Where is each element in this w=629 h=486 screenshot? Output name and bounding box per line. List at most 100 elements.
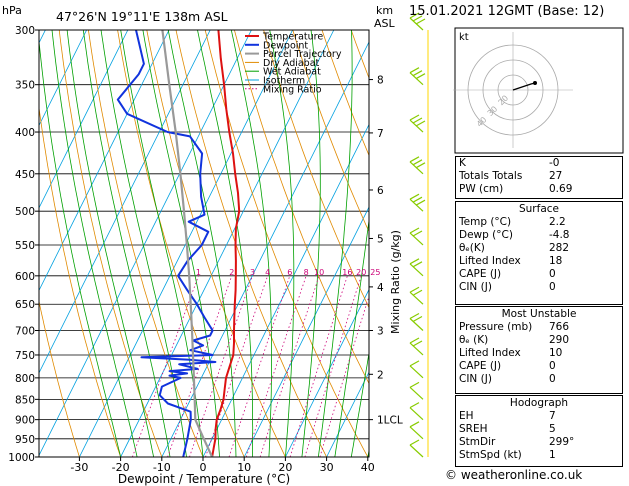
hodograph-stat-value: 1	[549, 449, 556, 461]
temperature-tick-label: -20	[112, 461, 130, 474]
plot-frame	[38, 29, 370, 458]
wet-adiabat-line	[39, 37, 121, 457]
series-parcel-trajectory	[161, 30, 214, 457]
surface-title: Surface	[518, 203, 559, 215]
surface-value: 0	[549, 268, 556, 280]
dry-adiabat-line	[88, 30, 204, 457]
dry-adiabat-line	[292, 30, 369, 233]
wet-adiabat-line	[51, 30, 138, 457]
isotherm-line	[39, 30, 252, 457]
wind-barb	[409, 156, 426, 175]
wind-barb-flag	[412, 159, 423, 166]
wind-barb-staff	[409, 342, 424, 356]
wet-adiabat-line	[197, 30, 254, 457]
wind-barb-flag	[409, 193, 420, 200]
surface-label: Dewp (°C)	[459, 229, 513, 241]
pressure-unit: hPa	[2, 4, 22, 17]
legend-entry: Dry Adiabat	[263, 58, 320, 69]
legend-entry: Mixing Ratio	[263, 84, 322, 95]
wind-barb-flag	[415, 162, 426, 169]
wind-barb-staff	[409, 426, 424, 440]
wind-barb	[409, 421, 424, 440]
wet-adiabat-line	[269, 30, 295, 457]
index-row: K -0	[456, 157, 622, 170]
most-unstable-table: Most Unstable Pressure (mb) 766 θₑ (K) 290 L…	[455, 306, 623, 394]
pressure-tick-label: 650	[15, 299, 35, 311]
mixing-ratio-label: 10	[314, 268, 324, 277]
km-tick-label: 4	[377, 282, 384, 294]
wind-barb-staff	[409, 444, 424, 458]
hodograph-stat-value: 299°	[549, 436, 575, 448]
mixing-ratio-line	[304, 275, 362, 457]
wind-barb-flag	[415, 199, 426, 206]
mixing-ratio-label: 25	[370, 268, 380, 277]
surface-row: Temp (°C) 2.2	[456, 216, 622, 229]
wind-barb	[409, 67, 426, 86]
wind-barb-flag	[412, 70, 423, 77]
pressure-tick-label: 350	[15, 80, 35, 92]
indices-rows: K -0 Totals Totals 27 PW (cm) 0.69	[456, 157, 622, 196]
most-unstable-label: CIN (J)	[459, 373, 492, 385]
most-unstable-value: 290	[549, 334, 570, 346]
wind-barb-flag	[409, 156, 420, 163]
temperature-tick-label: 30	[320, 461, 334, 474]
most-unstable-row: Pressure (mb) 766	[456, 321, 622, 334]
index-value: 27	[549, 170, 563, 182]
wind-barb-flag	[409, 360, 420, 367]
hodograph-stat-label: EH	[459, 410, 474, 422]
surface-row: CAPE (J) 0	[456, 268, 622, 281]
isotherm-line	[285, 288, 369, 457]
wind-barb-flag	[412, 261, 423, 268]
isotherm-line	[161, 41, 369, 457]
wind-barb-flag	[412, 117, 423, 124]
km-tick-label: 2	[377, 369, 384, 381]
hodograph-trace	[512, 82, 536, 91]
surface-value: 18	[549, 255, 563, 267]
wet-adiabat-line	[120, 30, 204, 457]
most-unstable-value: 0	[549, 360, 556, 372]
wind-barb	[409, 381, 424, 400]
wind-barb-flag	[412, 340, 423, 347]
most-unstable-title: Most Unstable	[501, 308, 577, 320]
dry-adiabat-line	[146, 30, 286, 457]
wind-barb	[409, 258, 424, 277]
wet-adiabat-line	[66, 30, 154, 457]
pressure-tick-label: 550	[15, 240, 35, 252]
wet-adiabat-line	[334, 217, 369, 457]
most-unstable-row: Lifted Index 10	[456, 347, 622, 360]
surface-label: CIN (J)	[459, 281, 492, 293]
wet-adiabat-line	[167, 30, 237, 457]
pressure-tick-label: 750	[15, 350, 35, 362]
hodograph-stat-row: StmDir 299°	[456, 436, 622, 449]
surface-row: Lifted Index 18	[456, 255, 622, 268]
hodograph-stat-label: StmSpd (kt)	[459, 449, 522, 461]
wet-adiabat-line	[230, 30, 273, 457]
hodograph-unit: kt	[459, 32, 469, 43]
dry-adiabat-line	[175, 30, 327, 457]
wind-barb-flag	[409, 439, 420, 446]
km-tick-label: 1LCL	[377, 415, 403, 427]
surface-value: 2.2	[549, 216, 566, 228]
mixing-ratio-line	[228, 275, 291, 457]
pressure-tick-label: 400	[15, 127, 35, 139]
temperature-tick-label: 0	[200, 461, 207, 474]
index-value: -0	[549, 157, 560, 169]
surface-row: Dewp (°C) -4.8	[456, 229, 622, 242]
km-tick-label: 5	[377, 233, 384, 245]
mixing-ratio-label: 6	[287, 268, 292, 277]
pressure-tick-label: 300	[15, 25, 35, 37]
pressure-tick-label: 1000	[8, 452, 35, 464]
wind-barb-flag	[409, 12, 420, 19]
pressure-tick-label: 500	[15, 206, 35, 218]
wind-barb	[409, 193, 426, 212]
legend-entry: Isotherm	[263, 76, 305, 87]
series-dewpoint	[116, 30, 217, 457]
most-unstable-label: Lifted Index	[459, 347, 521, 359]
mixing-ratio-label: 3	[250, 268, 255, 277]
most-unstable-row: CAPE (J) 0	[456, 360, 622, 373]
surface-label: θₑ(K)	[459, 242, 485, 254]
temperature-tick-label: 20	[278, 461, 292, 474]
wet-adiabat-line	[350, 351, 369, 457]
